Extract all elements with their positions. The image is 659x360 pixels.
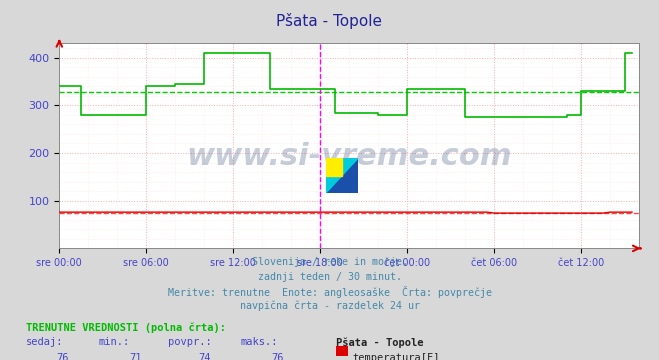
Text: www.si-vreme.com: www.si-vreme.com <box>186 141 512 171</box>
Text: TRENUTNE VREDNOSTI (polna črta):: TRENUTNE VREDNOSTI (polna črta): <box>26 322 226 333</box>
Polygon shape <box>326 158 358 193</box>
Text: 74: 74 <box>198 353 211 360</box>
Polygon shape <box>326 158 342 175</box>
Text: temperatura[F]: temperatura[F] <box>353 353 440 360</box>
Text: maks.:: maks.: <box>241 337 278 347</box>
Text: Pšata - Topole: Pšata - Topole <box>336 337 424 348</box>
Text: Meritve: trenutne  Enote: angleosaške  Črta: povprečje: Meritve: trenutne Enote: angleosaške Črt… <box>167 286 492 298</box>
Text: zadnji teden / 30 minut.: zadnji teden / 30 minut. <box>258 272 401 282</box>
Text: 76: 76 <box>271 353 283 360</box>
Text: navpična črta - razdelek 24 ur: navpična črta - razdelek 24 ur <box>239 301 420 311</box>
Text: 71: 71 <box>129 353 142 360</box>
Text: povpr.:: povpr.: <box>168 337 212 347</box>
Text: sedaj:: sedaj: <box>26 337 64 347</box>
Text: 76: 76 <box>57 353 69 360</box>
Text: Slovenija / reke in morje.: Slovenija / reke in morje. <box>252 257 407 267</box>
Polygon shape <box>326 158 358 193</box>
Text: min.:: min.: <box>99 337 130 347</box>
Text: Pšata - Topole: Pšata - Topole <box>277 13 382 28</box>
